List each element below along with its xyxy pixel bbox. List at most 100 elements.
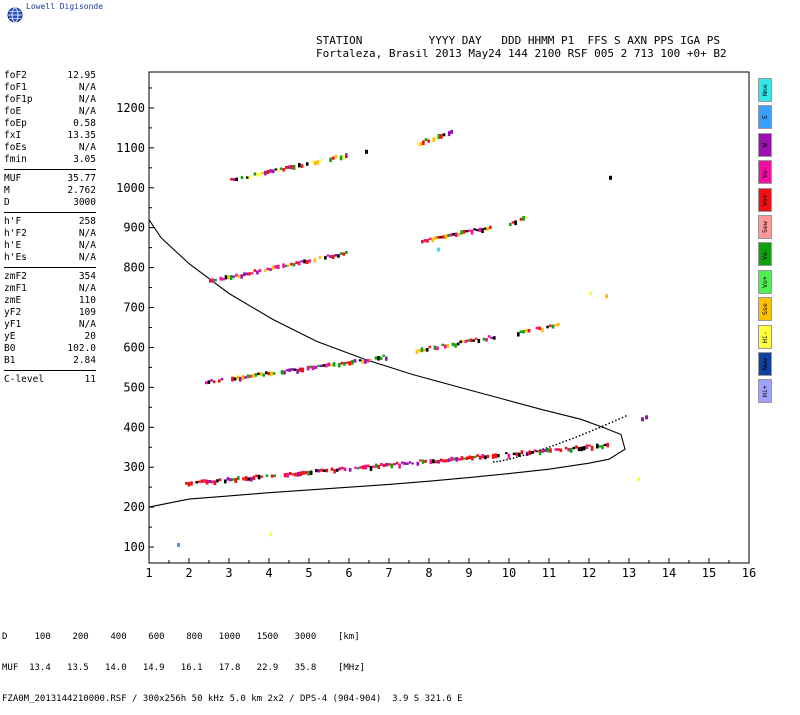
file-info-row: FZA0M_2013144210000.RSF / 300x256h 50 kH… [2, 694, 463, 704]
echo-point [230, 177, 233, 181]
x-tick-label: 3 [225, 566, 232, 580]
echo-point [262, 373, 265, 377]
station-header-values: Fortaleza, Brasil 2013 May24 144 2100 RS… [316, 47, 727, 60]
echo-point [244, 476, 248, 481]
echo-point [313, 258, 317, 263]
param-value: 110 [78, 295, 96, 306]
echo-point [340, 361, 344, 365]
echo-point [398, 463, 401, 469]
echo-point [416, 461, 420, 466]
echo-point [287, 165, 291, 169]
echo-point [338, 467, 342, 471]
ionogram-chart: 1 2 3 4 5 6 7 8 9 10 11 12 13 14 15 1610020030040050060… [116, 71, 756, 580]
param-name: yF1 [4, 319, 22, 330]
echo-point [331, 254, 335, 260]
echo-point [258, 269, 262, 273]
echo-point [509, 222, 512, 226]
echo-point [546, 448, 550, 453]
echo-point [341, 466, 344, 470]
echo-point [294, 472, 297, 477]
x-trace-point [625, 415, 627, 417]
echo-point [374, 463, 378, 468]
param-value: 11 [84, 374, 96, 385]
x-trace-point [582, 433, 584, 436]
param-name: fmin [4, 154, 27, 165]
param-name: M [4, 185, 10, 196]
x-tick-label: 15 [702, 566, 716, 580]
echo-point [342, 252, 345, 256]
echo-point [421, 459, 425, 464]
echo-point [325, 468, 329, 473]
echo-point [338, 362, 341, 368]
echo-point [585, 444, 589, 449]
echo-point [329, 157, 332, 163]
echo-point [544, 449, 547, 452]
echo-point [207, 380, 211, 384]
echo-point [277, 169, 280, 173]
x-trace-point [539, 449, 541, 451]
x-trace-point [615, 419, 617, 422]
echo-point [420, 347, 424, 353]
echo-point [314, 365, 318, 369]
echo-point [583, 446, 586, 451]
echo-point [440, 134, 443, 139]
echo-point [538, 326, 541, 331]
echo-point [485, 338, 488, 342]
echo-point [264, 170, 267, 176]
echo-point [246, 374, 250, 379]
echo-point [325, 363, 328, 368]
echo-point [269, 169, 272, 173]
x-trace-point [532, 451, 535, 454]
echo-point [290, 262, 293, 266]
echo-point [449, 233, 453, 237]
echo-point [447, 458, 451, 462]
echo-point [468, 455, 472, 459]
echo-point [283, 370, 286, 375]
echo-point [298, 163, 301, 168]
echo-point [335, 468, 339, 472]
legend-swatch: Sse [758, 297, 772, 322]
echo-point [439, 458, 443, 462]
echo-point [265, 474, 269, 477]
param-row: fmin 3.05 [4, 154, 96, 166]
x-trace-point [502, 459, 505, 462]
echo-point [195, 481, 198, 484]
legend-swatch: Hi+ [758, 379, 772, 404]
echo-point [205, 381, 208, 385]
echo-point [549, 324, 552, 327]
echo-point [457, 232, 461, 237]
echo-point [254, 373, 258, 377]
echo-point [525, 216, 528, 219]
param-row: zmF1 N/A [4, 283, 96, 295]
echo-point [248, 272, 251, 276]
echo-point [575, 445, 578, 449]
echo-point [312, 365, 315, 371]
x-tick-label: 11 [542, 566, 556, 580]
x-trace-point [506, 458, 508, 461]
x-trace-point [578, 435, 581, 437]
echo-point [351, 360, 354, 365]
param-row: foEp 0.58 [4, 118, 96, 130]
echo-point [442, 133, 446, 137]
echo-point [231, 376, 234, 382]
echo-point [596, 443, 599, 449]
param-row: foF1 N/A [4, 82, 96, 94]
y-tick-label: 1100 [116, 141, 145, 155]
param-row: MUF 35.77 [4, 173, 96, 185]
param-name: MUF [4, 173, 22, 184]
echo-point [218, 379, 221, 383]
y-tick-label: 1000 [116, 181, 145, 195]
echo-point [474, 337, 478, 340]
echo-point [309, 365, 312, 369]
echo-point [213, 480, 217, 486]
echo-point [473, 455, 477, 459]
echo-point [432, 137, 435, 143]
echo-point [557, 448, 560, 451]
echo-point [333, 469, 336, 474]
echo-point [464, 339, 468, 343]
x-trace-point [611, 421, 614, 423]
echo-point [564, 446, 568, 450]
echo-point [330, 363, 333, 367]
echo-point [434, 460, 438, 464]
echo-point [301, 367, 305, 373]
